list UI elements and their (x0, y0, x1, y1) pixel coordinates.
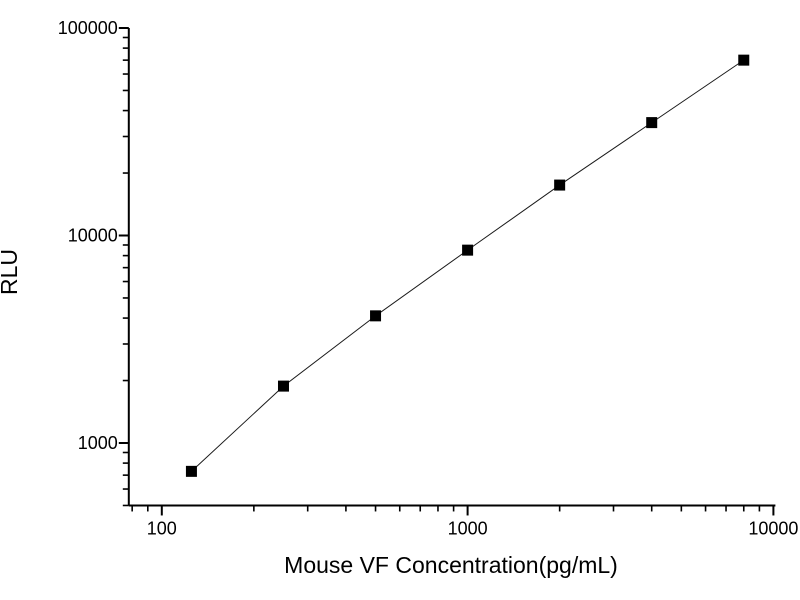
data-point-marker (370, 310, 382, 322)
data-point-marker (554, 179, 566, 191)
x-tick-label: 100 (147, 518, 177, 538)
data-point-marker (462, 244, 474, 256)
y-tick-label: 100000 (58, 18, 118, 38)
data-point-marker (646, 117, 658, 129)
x-tick-label: 10000 (748, 518, 798, 538)
y-tick-label: 1000 (78, 433, 118, 453)
data-point-marker (185, 465, 197, 477)
series-line (191, 59, 745, 472)
data-point-marker (738, 54, 750, 66)
x-tick-label: 1000 (448, 518, 488, 538)
y-axis-title: RLU (0, 249, 22, 296)
data-point-marker (277, 380, 289, 392)
y-tick-label: 10000 (68, 226, 118, 246)
x-axis-title: Mouse VF Concentration(pg/mL) (284, 552, 618, 578)
